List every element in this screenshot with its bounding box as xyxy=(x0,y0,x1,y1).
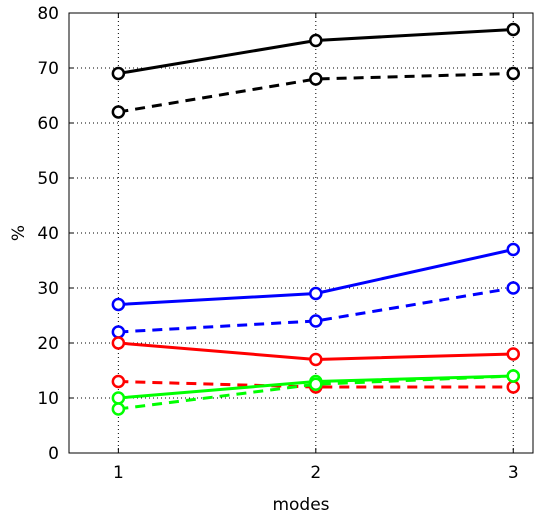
x-tick-label: 3 xyxy=(508,463,519,483)
data-point xyxy=(309,352,323,367)
x-tick-label: 2 xyxy=(310,463,321,483)
data-point xyxy=(111,374,126,389)
tick-marks xyxy=(69,12,533,454)
data-point xyxy=(111,336,126,350)
data-point xyxy=(506,347,521,361)
series-2 xyxy=(111,66,521,119)
y-tick-label: 70 xyxy=(37,59,59,79)
data-point xyxy=(111,66,126,81)
y-tick-label: 50 xyxy=(37,169,59,189)
data-point xyxy=(506,281,521,295)
y-axis-label: % xyxy=(9,225,29,241)
y-tick-label: 0 xyxy=(48,444,59,464)
data-point xyxy=(506,66,521,81)
data-point xyxy=(506,242,521,257)
y-tick-label: 40 xyxy=(37,224,59,244)
y-tick-label: 20 xyxy=(37,334,59,354)
y-tick-label: 10 xyxy=(37,389,59,409)
x-axis-label: modes xyxy=(272,495,329,515)
x-tick-labels: 1 2 3 xyxy=(113,463,519,483)
y-tick-label: 80 xyxy=(37,4,59,24)
data-point xyxy=(506,369,521,383)
series-line xyxy=(118,286,514,334)
data-point xyxy=(506,22,521,37)
data-point xyxy=(309,377,323,391)
data-point xyxy=(111,402,126,416)
y-tick-label: 30 xyxy=(37,279,59,299)
data-point xyxy=(309,72,323,86)
y-tick-label: 60 xyxy=(37,114,59,134)
data-point xyxy=(111,297,126,312)
grid-lines xyxy=(69,13,533,453)
series-line xyxy=(118,374,514,411)
data-point xyxy=(111,105,126,119)
series-3 xyxy=(111,242,521,312)
series-5 xyxy=(111,336,521,367)
series-line xyxy=(118,72,514,114)
data-point xyxy=(309,33,323,48)
y-tick-labels: 0 10 20 30 40 50 60 70 80 xyxy=(37,4,59,464)
series-1 xyxy=(111,22,521,81)
series-8 xyxy=(111,369,521,416)
data-point xyxy=(506,380,521,394)
series-group xyxy=(111,22,521,416)
data-point xyxy=(309,286,323,301)
series-line xyxy=(118,380,514,389)
series-4 xyxy=(111,281,521,339)
data-point xyxy=(309,314,323,328)
x-tick-label: 1 xyxy=(113,463,124,483)
data-point xyxy=(111,325,126,339)
data-point xyxy=(111,391,126,405)
